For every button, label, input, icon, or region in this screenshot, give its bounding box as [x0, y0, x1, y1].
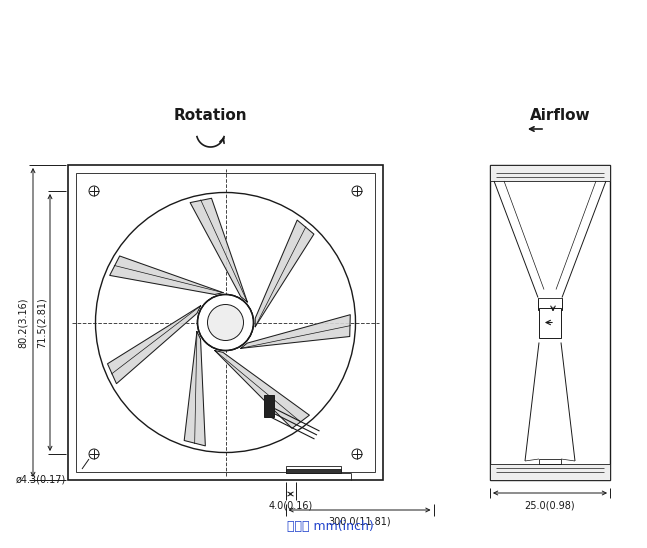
Circle shape — [208, 305, 243, 340]
Polygon shape — [107, 306, 201, 384]
Polygon shape — [241, 315, 350, 349]
Circle shape — [197, 294, 254, 351]
Polygon shape — [255, 220, 314, 327]
Bar — [538, 298, 562, 310]
Text: 4.0(0.16): 4.0(0.16) — [269, 500, 313, 510]
Bar — [263, 395, 274, 417]
Text: 单位： mm(inch): 单位： mm(inch) — [287, 520, 373, 533]
Polygon shape — [184, 332, 205, 446]
Text: Airflow: Airflow — [530, 108, 590, 123]
Text: 80.2(3.16): 80.2(3.16) — [18, 297, 28, 348]
Text: 71.5(2.81): 71.5(2.81) — [37, 297, 47, 348]
Bar — [490, 165, 610, 181]
Text: 25.0(0.98): 25.0(0.98) — [525, 500, 575, 510]
Bar — [490, 165, 610, 480]
Bar — [539, 459, 561, 464]
Text: Rotation: Rotation — [173, 108, 247, 123]
Bar — [285, 469, 340, 473]
Polygon shape — [110, 256, 223, 294]
Bar — [76, 173, 375, 472]
Bar — [68, 165, 383, 480]
Polygon shape — [215, 351, 309, 429]
Bar — [285, 466, 340, 473]
Bar — [490, 464, 610, 480]
Bar — [539, 307, 561, 338]
Text: 300.0(11.81): 300.0(11.81) — [328, 516, 391, 526]
Polygon shape — [190, 198, 247, 302]
Text: ø4.3(0.17): ø4.3(0.17) — [16, 474, 66, 484]
